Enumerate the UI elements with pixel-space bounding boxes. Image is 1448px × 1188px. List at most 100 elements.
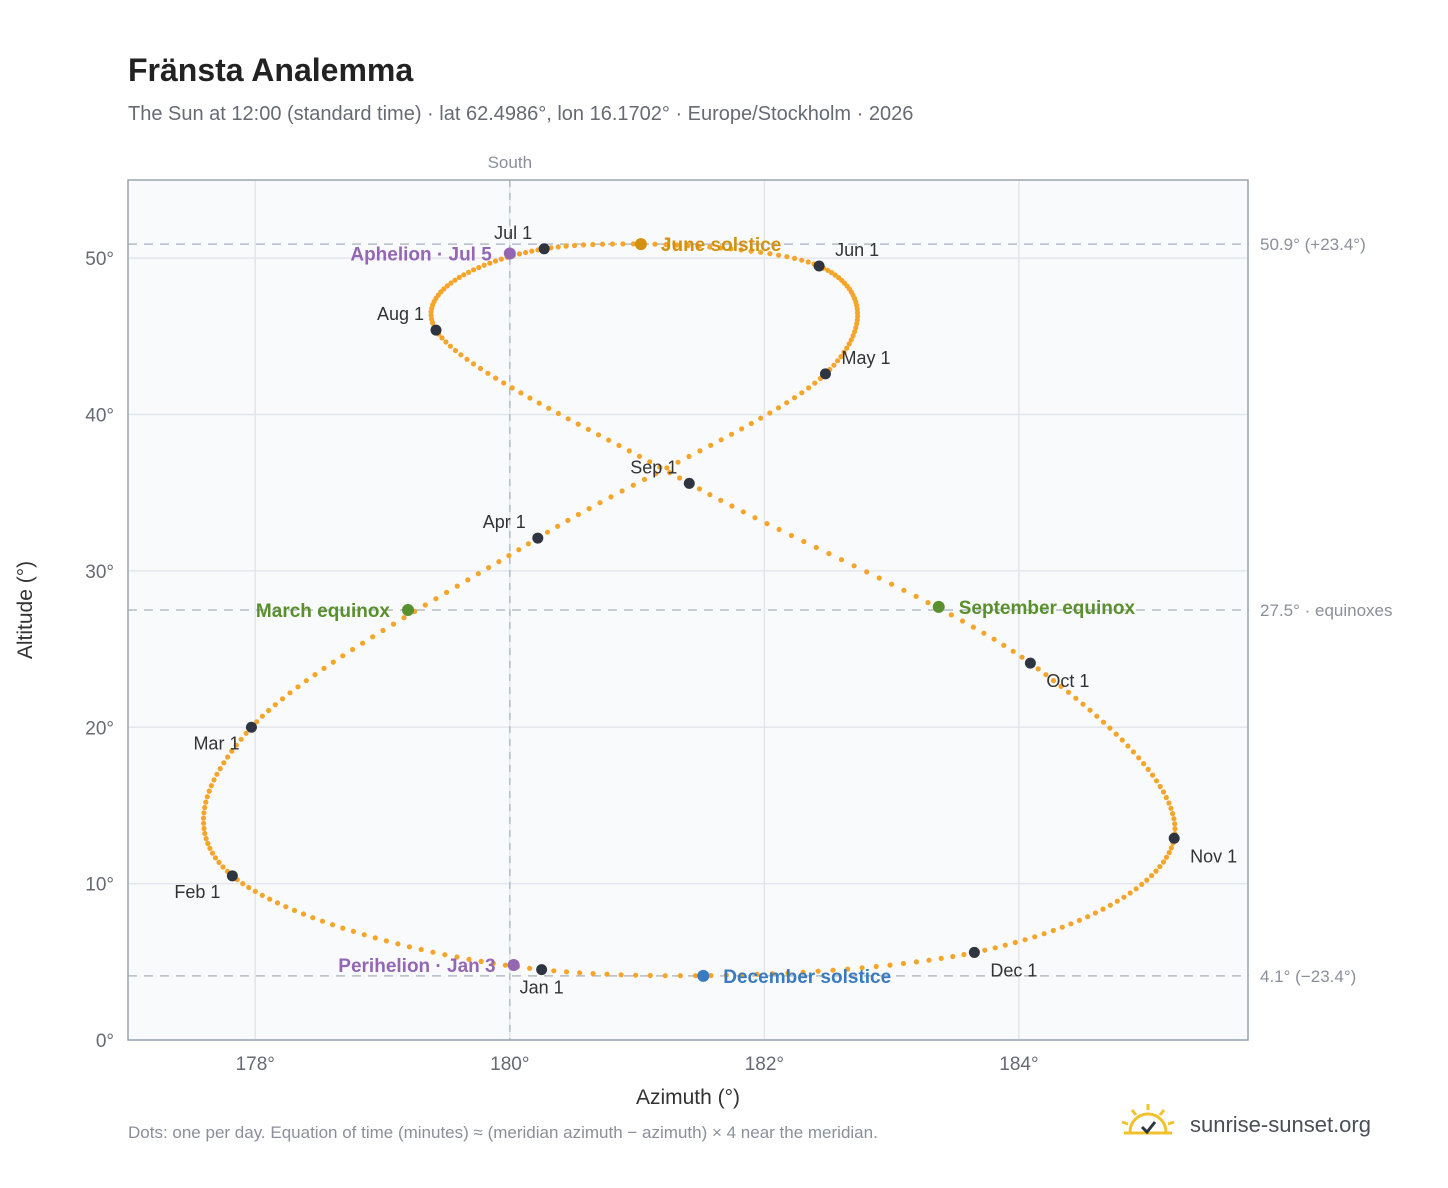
south-label: South xyxy=(488,153,532,172)
daily-dot xyxy=(1163,794,1169,801)
daily-dot xyxy=(1119,737,1125,743)
daily-dot xyxy=(238,736,244,742)
y-tick-label: 40° xyxy=(85,406,114,427)
daily-dot xyxy=(217,766,223,772)
daily-dot xyxy=(565,517,571,524)
daily-dot xyxy=(1157,864,1163,870)
daily-dot xyxy=(619,488,625,494)
daily-dot xyxy=(383,938,389,944)
daily-dot xyxy=(1133,886,1139,892)
daily-dot xyxy=(1157,783,1163,790)
daily-dot xyxy=(1153,868,1159,874)
daily-dot xyxy=(442,952,448,958)
daily-dot xyxy=(330,659,336,665)
footnote: Dots: one per day. Equation of time (min… xyxy=(128,1123,878,1142)
daily-dot xyxy=(310,915,316,921)
month-label: Jul 1 xyxy=(494,223,532,243)
month-marker xyxy=(536,964,548,976)
daily-dot xyxy=(767,251,773,257)
daily-dot xyxy=(799,257,805,263)
daily-dot xyxy=(950,953,956,960)
daily-dot xyxy=(240,881,246,887)
daily-dot xyxy=(887,962,893,968)
brand[interactable]: sunrise-sunset.org xyxy=(1120,1100,1390,1148)
daily-dot xyxy=(1050,678,1057,684)
daily-dot xyxy=(452,277,458,283)
event-marker xyxy=(503,247,516,260)
daily-dot xyxy=(1166,800,1172,806)
daily-dot xyxy=(1153,778,1160,784)
daily-dot xyxy=(1149,873,1155,879)
daily-dot xyxy=(900,960,907,967)
daily-dot xyxy=(466,269,472,275)
daily-dot xyxy=(563,969,570,975)
daily-dot xyxy=(1058,683,1064,690)
daily-dot xyxy=(465,577,471,583)
event-marker xyxy=(697,969,710,982)
daily-dot xyxy=(274,900,281,906)
daily-dot xyxy=(855,313,861,319)
daily-dot xyxy=(876,575,882,581)
daily-dot xyxy=(475,571,481,577)
event-marker xyxy=(932,600,945,613)
daily-dot xyxy=(805,259,811,265)
event-marker xyxy=(402,604,414,616)
daily-dot xyxy=(498,256,504,262)
daily-dot xyxy=(1032,934,1038,940)
daily-dot xyxy=(590,241,596,248)
daily-dot xyxy=(361,932,367,938)
daily-dot xyxy=(1163,854,1170,860)
daily-dot xyxy=(370,634,376,640)
daily-dot xyxy=(991,636,997,642)
daily-dot xyxy=(1010,648,1016,654)
daily-dot xyxy=(739,972,745,978)
daily-dot xyxy=(350,928,356,935)
daily-dot xyxy=(677,475,683,481)
daily-dot xyxy=(981,630,987,636)
daily-dot xyxy=(428,309,434,315)
daily-dot xyxy=(225,754,231,760)
daily-dot xyxy=(546,405,552,411)
daily-dot xyxy=(647,972,653,979)
month-markers: Jan 1 Feb 1 Mar 1 Apr 1 May 1 Jun 1 Jul 1 Aug 1… xyxy=(174,223,1237,998)
daily-dot xyxy=(1172,826,1178,832)
daily-dot xyxy=(216,859,222,866)
daily-dot xyxy=(723,972,729,978)
daily-dot xyxy=(641,476,648,482)
daily-dot xyxy=(551,968,557,974)
daily-dot xyxy=(555,244,561,250)
daily-dot xyxy=(1160,789,1167,795)
daily-dot xyxy=(350,646,356,653)
daily-dot xyxy=(506,553,512,559)
daily-dot xyxy=(572,242,578,249)
daily-dot xyxy=(674,242,680,248)
month-marker xyxy=(683,477,695,489)
daily-dot xyxy=(1076,917,1082,923)
daily-dot xyxy=(466,956,472,962)
daily-dot xyxy=(800,969,806,975)
month-marker xyxy=(245,721,257,733)
daily-dot xyxy=(209,850,216,856)
month-label: Sep 1 xyxy=(630,457,677,477)
daily-dot xyxy=(254,719,260,725)
daily-dot xyxy=(652,241,658,247)
daily-dot xyxy=(728,246,734,252)
daily-dot xyxy=(300,911,307,917)
month-label: Apr 1 xyxy=(483,512,526,532)
daily-dot xyxy=(340,925,346,931)
month-label: Oct 1 xyxy=(1046,671,1089,691)
daily-dot xyxy=(718,437,724,443)
daily-dot xyxy=(439,335,445,341)
daily-dot xyxy=(1043,672,1049,678)
daily-dot xyxy=(791,395,798,401)
daily-dot xyxy=(686,453,692,460)
daily-dot xyxy=(444,589,450,596)
daily-dot xyxy=(775,405,782,411)
daily-dot xyxy=(1002,942,1008,948)
daily-dot xyxy=(740,509,746,515)
daily-dot xyxy=(835,358,841,364)
daily-dot xyxy=(815,968,821,974)
daily-dot xyxy=(1136,755,1142,761)
daily-dot xyxy=(633,972,639,978)
